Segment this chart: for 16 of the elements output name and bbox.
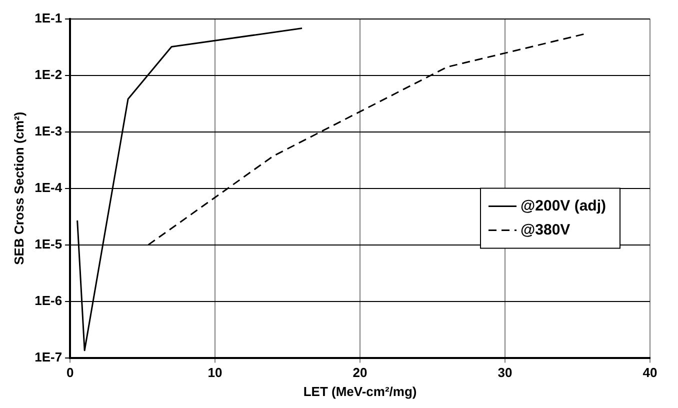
x-tick-label: 0 <box>66 365 74 380</box>
y-tick-label: 1E-2 <box>34 66 62 82</box>
legend-label: @380V <box>520 221 570 238</box>
y-tick-label: 1E-6 <box>34 292 62 308</box>
y-tick-label: 1E-1 <box>34 10 62 26</box>
x-axis-title: LET (MeV-cm²/mg) <box>303 384 417 399</box>
y-tick-label: 1E-7 <box>34 349 62 364</box>
y-axis-title: SEB Cross Section (cm²) <box>11 112 26 265</box>
y-tick-label: 1E-5 <box>34 236 62 252</box>
x-tick-label: 10 <box>208 365 222 380</box>
x-tick-label: 30 <box>498 365 512 380</box>
y-tick-label: 1E-3 <box>34 123 62 138</box>
x-tick-label: 40 <box>642 365 658 380</box>
x-tick-label: 20 <box>352 365 368 380</box>
legend-label: @200V (adj) <box>520 197 606 214</box>
y-tick-label: 1E-4 <box>34 180 63 195</box>
